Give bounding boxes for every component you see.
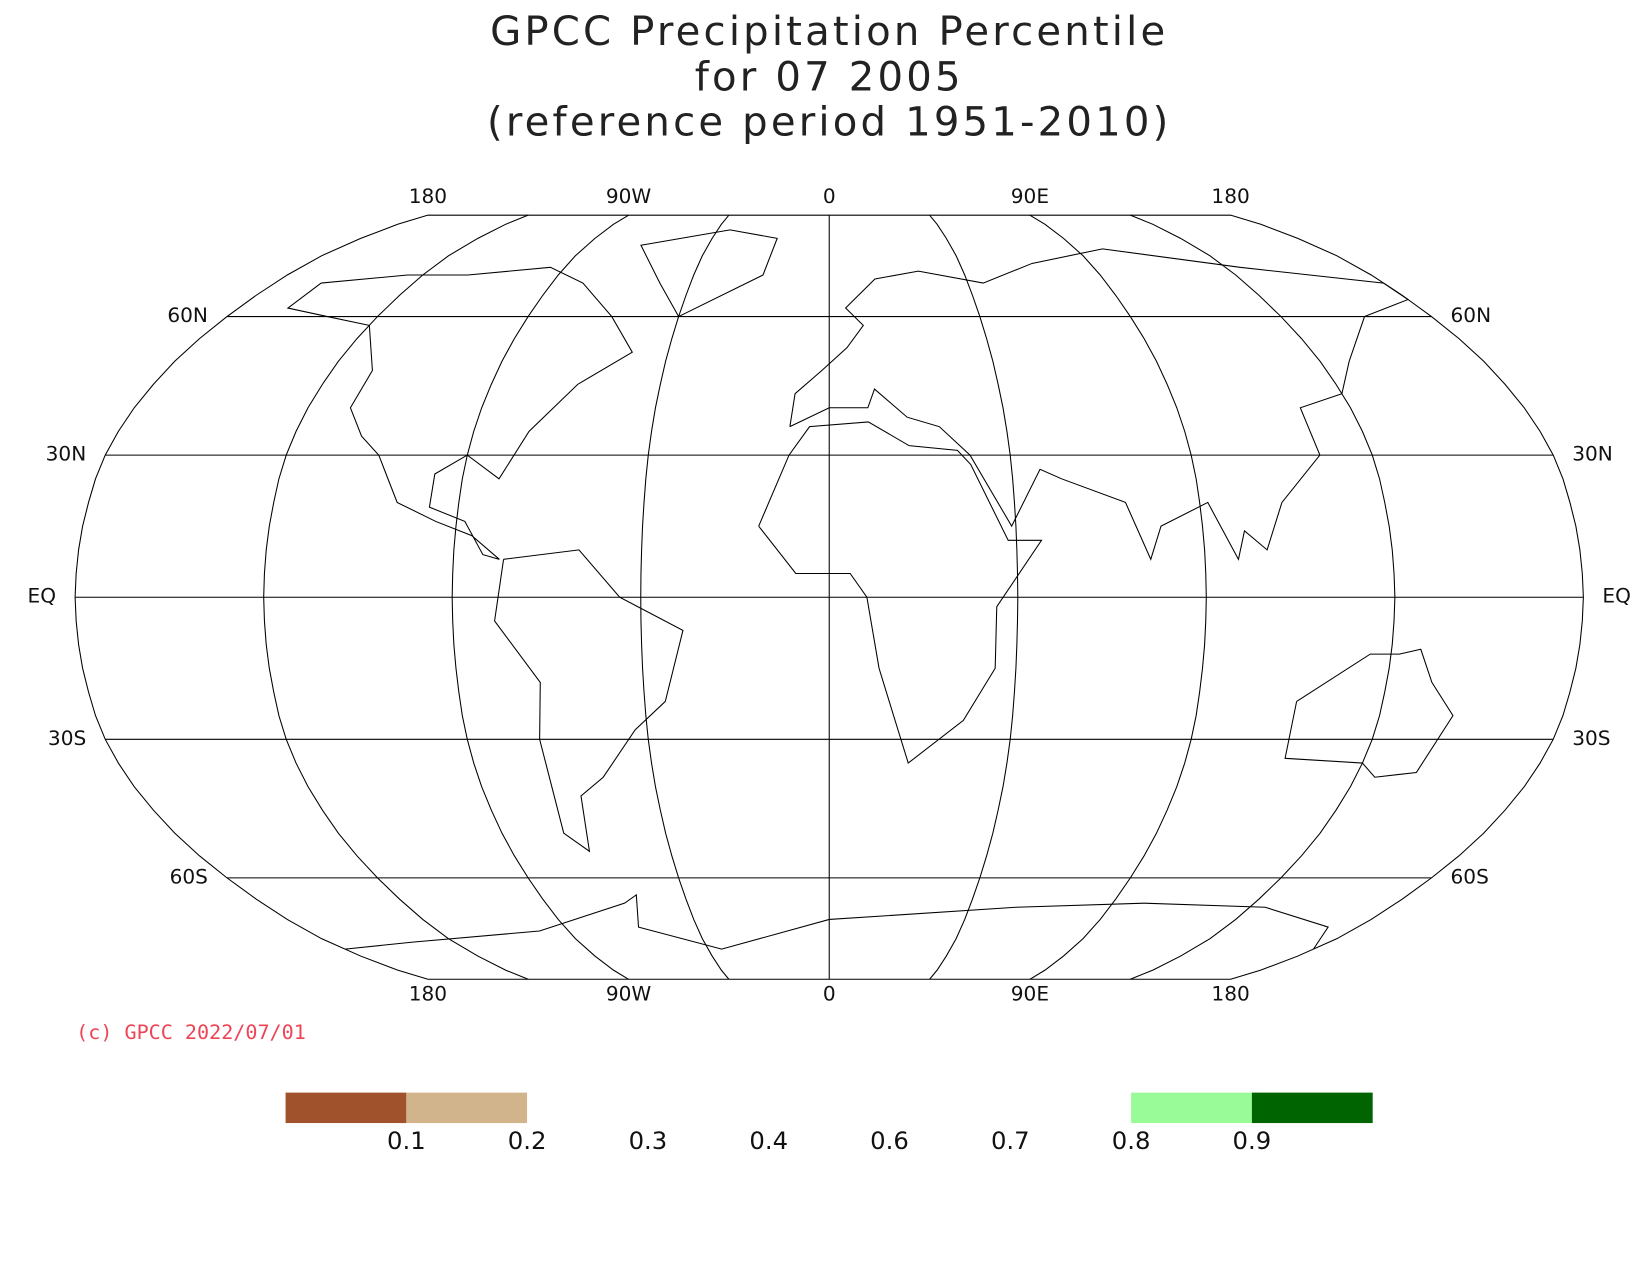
- colorbar-label: 0.7: [991, 1127, 1030, 1155]
- latitude-label: 60S: [170, 864, 208, 888]
- colorbar-segment: [1010, 1092, 1132, 1124]
- coastline: [286, 266, 634, 560]
- title-line: (reference period 1951-2010): [487, 100, 1171, 146]
- title-line: GPCC Precipitation Percentile: [490, 9, 1168, 55]
- longitude-label: 180: [1211, 982, 1249, 1006]
- coastline: [1284, 648, 1454, 778]
- latitude-label: 30S: [1572, 726, 1610, 750]
- title-line: for 07 2005: [695, 54, 964, 100]
- colorbar-label: 0.9: [1233, 1127, 1272, 1155]
- latitude-label: 60N: [167, 303, 208, 327]
- meridian: [929, 214, 1019, 980]
- longitude-label: 0: [823, 982, 836, 1006]
- meridian: [1029, 214, 1207, 980]
- colorbar: 0.1 0.2 0.3 0.4 0.6 0.7 0.8 0.9: [285, 1092, 1373, 1155]
- map-border: [74, 214, 1584, 980]
- longitude-label: 90W: [606, 982, 652, 1006]
- meridian: [1130, 214, 1396, 980]
- latitude-label: 60S: [1451, 864, 1489, 888]
- coastline: [789, 248, 1410, 561]
- coastline: [344, 893, 1329, 950]
- colorbar-label: 0.6: [870, 1127, 909, 1155]
- latitude-label: 60N: [1451, 303, 1492, 327]
- coastline: [758, 421, 1043, 764]
- latitude-label: 30N: [1572, 442, 1613, 466]
- axis-labels: 180 180 90W 90W 0 0 90E 90E 180 180 60N 60N 30N 30N EQ…: [28, 184, 1631, 1006]
- longitude-label: 180: [409, 982, 447, 1006]
- latitude-label: EQ: [1602, 584, 1630, 608]
- colorbar-segment: [527, 1092, 648, 1124]
- coastlines: [286, 229, 1454, 950]
- longitude-label: 180: [409, 184, 447, 208]
- graticule: [74, 214, 1584, 980]
- colorbar-segment: [1131, 1092, 1252, 1124]
- longitude-label: 180: [1211, 184, 1249, 208]
- latitude-label: 30S: [48, 726, 86, 750]
- longitude-label: 90E: [1011, 184, 1049, 208]
- colorbar-segment: [889, 1092, 1011, 1124]
- coastline: [494, 549, 684, 853]
- meridian: [263, 214, 529, 980]
- longitude-label: 90E: [1011, 982, 1049, 1006]
- longitude-label: 90W: [606, 184, 652, 208]
- credit: (c) GPCC 2022/07/01: [76, 1020, 306, 1044]
- colorbar-label: 0.4: [749, 1127, 788, 1155]
- colorbar-label: 0.3: [629, 1127, 668, 1155]
- colorbar-segment: [1251, 1092, 1373, 1124]
- colorbar-segment: [768, 1092, 890, 1124]
- latitude-label: 30N: [46, 442, 87, 466]
- longitude-label: 0: [823, 184, 836, 208]
- colorbar-label: 0.2: [508, 1127, 547, 1155]
- meridian: [451, 214, 629, 980]
- colorbar-label: 0.1: [387, 1127, 426, 1155]
- colorbar-segment: [285, 1092, 407, 1124]
- latitude-label: EQ: [28, 584, 56, 608]
- coastline: [640, 229, 778, 318]
- colorbar-segment: [406, 1092, 528, 1124]
- colorbar-label: 0.8: [1112, 1127, 1151, 1155]
- colorbar-segment: [647, 1092, 769, 1124]
